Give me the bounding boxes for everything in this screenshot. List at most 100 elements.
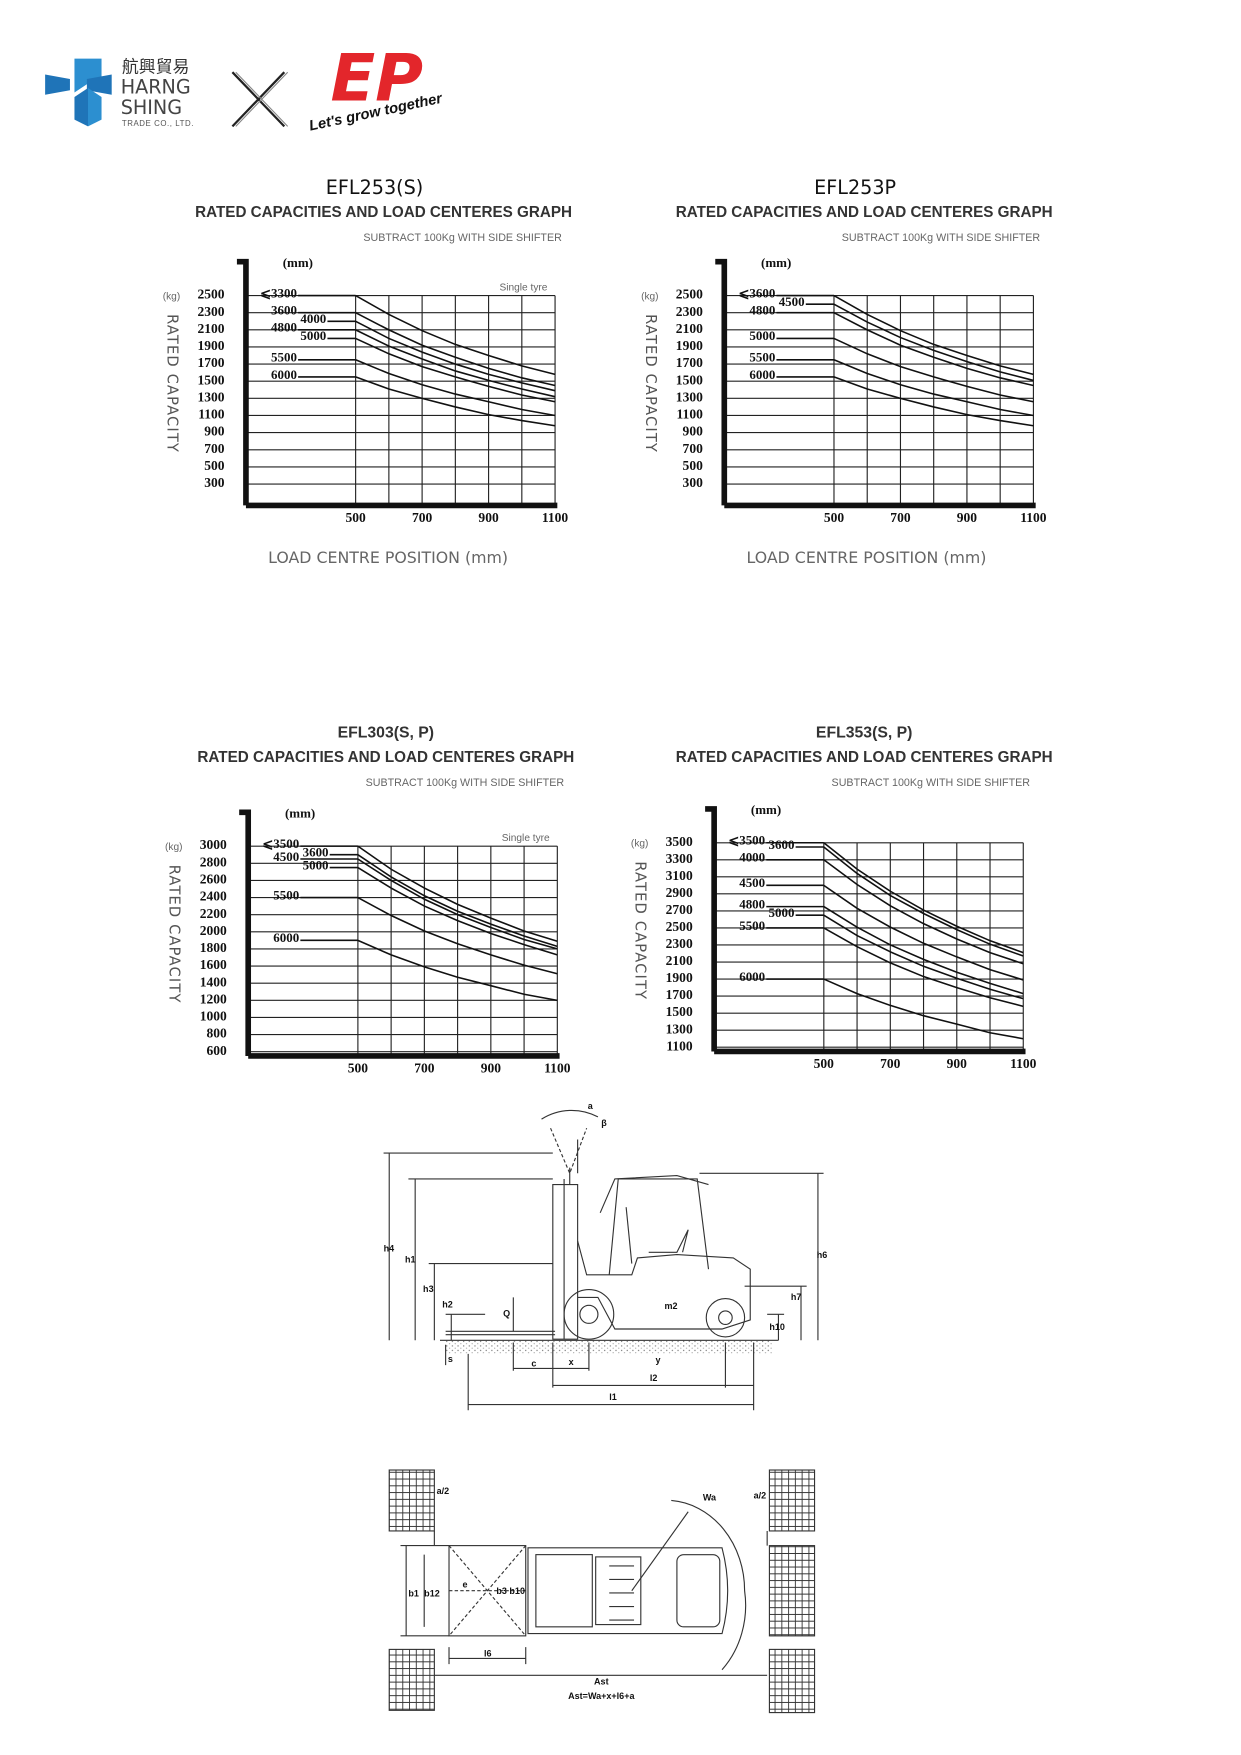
capacity-curve — [833, 303, 1034, 382]
series-label: 4500 — [273, 849, 299, 864]
logo-chinese: 航興貿易 — [122, 57, 190, 77]
logo-sub: TRADE CO., LTD. — [122, 119, 194, 128]
capacity-curve — [355, 320, 556, 392]
chart-subtitle: RATED CAPACITIES AND LOAD CENTERES GRAPH — [195, 204, 572, 221]
capacity-curve — [833, 312, 1034, 387]
y-tick-label: 2600 — [200, 872, 227, 887]
dim-label: a/2 — [437, 1486, 450, 1496]
x-tick-label: 700 — [890, 510, 911, 525]
series-label: 4500 — [739, 875, 765, 890]
logo-name: SHING — [121, 96, 182, 119]
series-label: 4800 — [749, 303, 775, 318]
dim-label: h1 — [405, 1255, 416, 1265]
annotation: Single tyre — [502, 833, 550, 844]
y-tick-label: 2500 — [197, 287, 224, 302]
capacity-curve — [355, 337, 556, 403]
y-tick-label: 2300 — [666, 936, 693, 951]
series-label: ⩽3600 — [739, 285, 776, 300]
y-tick-label: 1800 — [200, 940, 227, 955]
capacity-curve — [823, 914, 1024, 1000]
dim-label: h6 — [817, 1250, 828, 1260]
series-label: 5500 — [749, 350, 775, 365]
annotation: Single tyre — [500, 282, 548, 293]
y-tick-label: 2800 — [200, 854, 227, 869]
x-tick-label: 700 — [414, 1061, 435, 1076]
side-view-diagram: a β h4 h1 h3 h2 Q m2 h6 h7 h10 s c x y l… — [384, 1101, 828, 1411]
charts: EFL253(S) RATED CAPACITIES AND LOAD CENTE… — [163, 176, 1053, 1076]
chart-note: SUBTRACT 100Kg WITH SIDE SHIFTER — [842, 232, 1041, 244]
capacity-curve — [823, 859, 1024, 965]
y-tick-label: 1600 — [200, 957, 227, 972]
y-tick-label: 1900 — [676, 338, 703, 353]
x-unit: (mm) — [751, 802, 781, 817]
dim-label: l1 — [609, 1392, 617, 1402]
y-tick-label: 2500 — [666, 919, 693, 934]
y-tick-label: 900 — [683, 424, 704, 439]
chart-subtitle: RATED CAPACITIES AND LOAD CENTERES GRAPH — [676, 749, 1053, 766]
chart-note: SUBTRACT 100Kg WITH SIDE SHIFTER — [363, 232, 562, 244]
dim-label: s — [448, 1354, 453, 1364]
dim-label: Ast — [594, 1676, 609, 1686]
capacity-curve — [833, 337, 1034, 403]
series-label: 5000 — [303, 857, 329, 872]
y-tick-label: 2100 — [197, 321, 224, 336]
y-tick-label: 600 — [206, 1043, 227, 1058]
y-tick-label: 500 — [683, 458, 704, 473]
y-axis-label: RATED CAPACITY — [642, 314, 659, 453]
chart-subtitle: RATED CAPACITIES AND LOAD CENTERES GRAPH — [197, 749, 574, 766]
dim-label: β — [601, 1118, 607, 1128]
y-tick-label: 1100 — [198, 407, 225, 422]
y-axis-label: RATED CAPACITY — [632, 861, 649, 1000]
dim-label: e — [463, 1579, 468, 1589]
chart-note: SUBTRACT 100Kg WITH SIDE SHIFTER — [366, 777, 565, 789]
partner-logo: EP Let's grow together — [308, 40, 445, 134]
company-logo: 航興貿易 HARNG SHING TRADE CO., LTD. — [45, 57, 194, 128]
top-view-diagram: a/2 Wa a/2 b1 b12 e b3 b10 l6 Ast Ast=Wa… — [388, 1469, 816, 1714]
chart-title: EFL253(S) — [326, 176, 423, 199]
series-label: 4000 — [300, 311, 326, 326]
dim-label: Wa — [703, 1493, 717, 1503]
capacity-curve — [823, 927, 1024, 1008]
y-tick-label: 1100 — [666, 1038, 693, 1053]
y-tick-label: 2000 — [200, 923, 227, 938]
y-unit: (kg) — [165, 842, 182, 853]
y-tick-label: 300 — [683, 475, 704, 490]
series-label: 5000 — [769, 905, 795, 920]
y-tick-label: 1700 — [197, 355, 224, 370]
y-axis-label: RATED CAPACITY — [163, 314, 180, 453]
capacity-curve — [355, 376, 556, 427]
chart: EFL253(S) RATED CAPACITIES AND LOAD CENTE… — [163, 176, 572, 567]
chart: EFL303(S, P) RATED CAPACITIES AND LOAD CE… — [165, 724, 574, 1075]
capacity-curve — [357, 896, 558, 975]
series-label: 4000 — [739, 850, 765, 865]
y-tick-label: 1500 — [676, 372, 703, 387]
series-label: 3600 — [303, 845, 329, 860]
series-label: 4800 — [739, 896, 765, 911]
chart-note: SUBTRACT 100Kg WITH SIDE SHIFTER — [832, 777, 1031, 789]
cross-mark — [231, 71, 289, 128]
series-label: 5000 — [749, 328, 775, 343]
dim-label: m2 — [664, 1301, 677, 1311]
series-label: 5000 — [300, 328, 326, 343]
x-tick-label: 500 — [814, 1056, 835, 1071]
dim-label: c — [531, 1358, 536, 1368]
capacity-curve — [357, 858, 558, 950]
y-tick-label: 1500 — [197, 372, 224, 387]
chart-title: EFL253P — [814, 176, 896, 199]
x-tick-label: 900 — [957, 510, 978, 525]
y-tick-label: 1000 — [200, 1009, 227, 1024]
y-tick-label: 1300 — [666, 1021, 693, 1036]
x-tick-label: 900 — [481, 1061, 502, 1076]
dim-label: h4 — [384, 1243, 395, 1253]
capacity-curve — [355, 329, 556, 398]
y-tick-label: 2700 — [666, 902, 693, 917]
y-tick-label: 800 — [206, 1026, 227, 1041]
dim-label: l6 — [484, 1648, 492, 1658]
series-label: 4500 — [779, 294, 805, 309]
axis — [715, 258, 1036, 509]
dim-label: b1 — [408, 1588, 419, 1598]
x-tick-label: 500 — [824, 510, 845, 525]
chart-subtitle: RATED CAPACITIES AND LOAD CENTERES GRAPH — [676, 204, 1053, 221]
dim-label: h10 — [769, 1322, 785, 1332]
y-tick-label: 2400 — [200, 889, 227, 904]
